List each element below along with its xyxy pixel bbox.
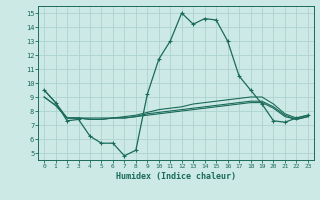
X-axis label: Humidex (Indice chaleur): Humidex (Indice chaleur): [116, 172, 236, 181]
